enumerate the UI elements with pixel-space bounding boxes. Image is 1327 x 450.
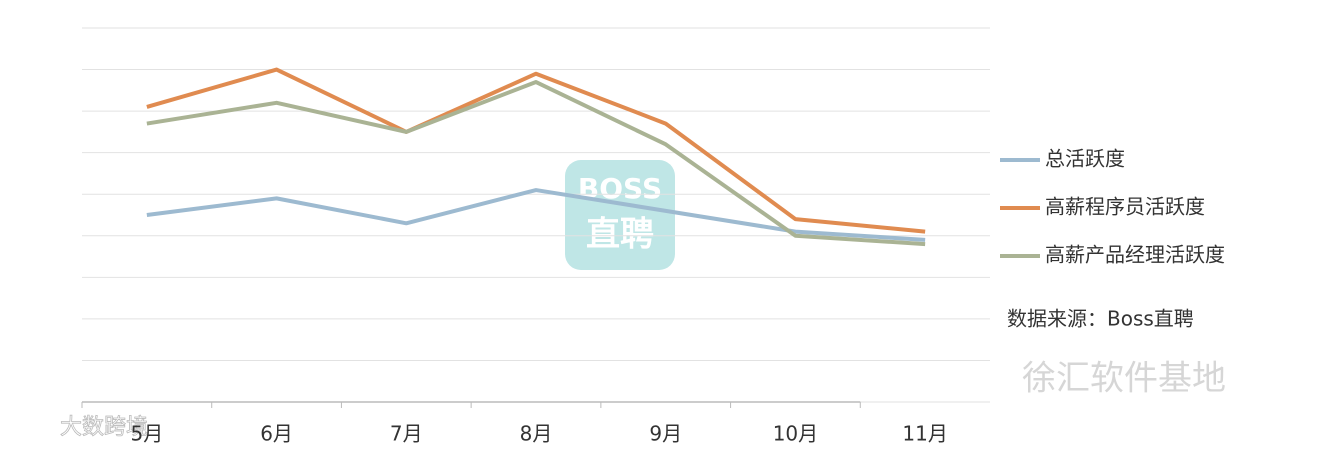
x-tick-label: 9月 — [649, 422, 682, 446]
x-tick-label: 5月 — [130, 422, 163, 446]
legend-label: 高薪程序员活跃度 — [1045, 195, 1205, 219]
source-note: 数据来源：Boss直聘 — [1007, 307, 1194, 331]
legend-label: 总活跃度 — [1045, 147, 1125, 171]
account-watermark: 徐汇软件基地 — [1022, 359, 1226, 399]
logo-box — [565, 160, 675, 270]
x-tick-label: 10月 — [773, 422, 818, 446]
series-line — [146, 80, 926, 247]
legend-label: 高薪产品经理活跃度 — [1045, 243, 1225, 267]
x-tick-label: 7月 — [390, 422, 423, 446]
x-tick-label: 11月 — [902, 422, 947, 446]
corner-watermark: 大数跨境 — [60, 415, 148, 440]
series-line — [146, 67, 926, 234]
series-line — [146, 188, 926, 242]
x-tick-label: 8月 — [520, 422, 553, 446]
boss-logo: BOSS 直聘 — [565, 160, 675, 270]
x-tick-label: 6月 — [260, 422, 293, 446]
logo-text: 直聘 — [586, 215, 654, 255]
